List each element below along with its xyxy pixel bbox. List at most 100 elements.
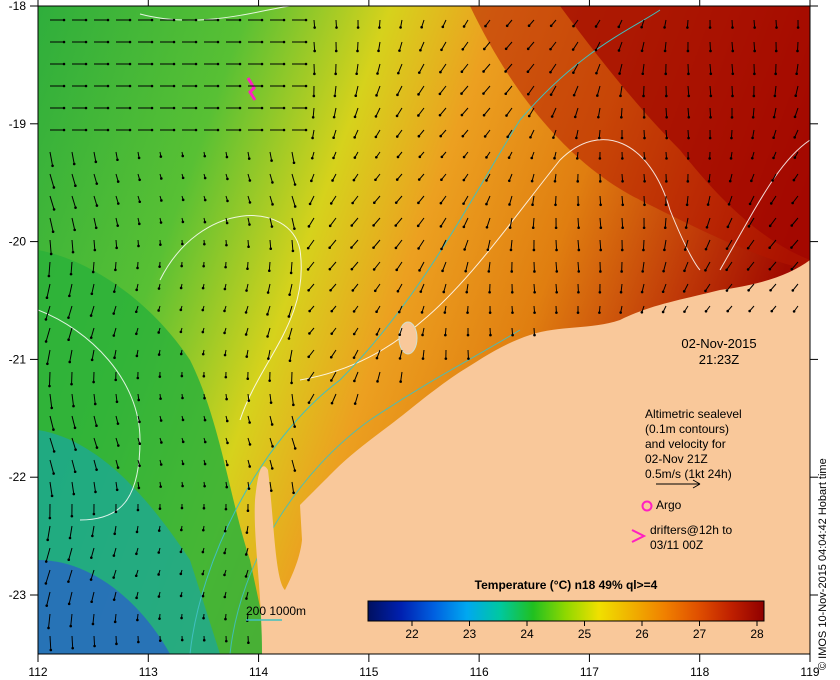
velocity-arrow bbox=[308, 371, 315, 381]
velocity-arrow-head bbox=[375, 333, 379, 336]
velocity-arrow-head bbox=[158, 507, 162, 510]
x-tick-label: 117 bbox=[580, 665, 599, 679]
velocity-arrow bbox=[269, 415, 273, 425]
velocity-arrow-head bbox=[52, 186, 56, 189]
velocity-arrow bbox=[599, 195, 602, 205]
x-tick-label: 116 bbox=[470, 665, 489, 679]
credit-text: © IMOS 10-Nov-2015 04:04:42 Hobart time bbox=[817, 458, 829, 670]
velocity-arrow-head bbox=[269, 247, 273, 251]
velocity-arrow bbox=[687, 129, 690, 139]
velocity-arrow-head bbox=[238, 62, 242, 66]
velocity-arrow bbox=[709, 41, 712, 51]
velocity-arrow-head bbox=[179, 352, 183, 356]
velocity-arrow-head bbox=[181, 418, 185, 422]
velocity-arrow-head bbox=[444, 333, 447, 337]
velocity-arrow bbox=[71, 437, 77, 450]
velocity-arrow-head bbox=[307, 288, 310, 292]
velocity-arrow-head bbox=[117, 444, 120, 447]
velocity-arrow bbox=[397, 63, 403, 74]
velocity-arrow-head bbox=[748, 309, 751, 313]
velocity-arrow bbox=[597, 107, 601, 118]
velocity-arrow-head bbox=[439, 134, 443, 138]
velocity-arrow bbox=[418, 63, 425, 73]
velocity-arrow bbox=[683, 283, 689, 292]
velocity-arrow-head bbox=[157, 309, 160, 312]
velocity-arrow bbox=[266, 305, 271, 315]
legend-line: and velocity for bbox=[645, 437, 726, 451]
velocity-arrow-head bbox=[172, 128, 176, 132]
velocity-arrow-head bbox=[330, 309, 334, 313]
velocity-arrow-head bbox=[248, 465, 252, 468]
velocity-arrow bbox=[621, 217, 624, 228]
velocity-arrow-head bbox=[329, 202, 333, 205]
velocity-arrow-head bbox=[462, 178, 466, 182]
velocity-arrow bbox=[532, 195, 535, 205]
velocity-arrow-head bbox=[68, 360, 72, 364]
velocity-arrow-head bbox=[180, 616, 183, 620]
velocity-arrow bbox=[377, 63, 381, 74]
velocity-arrow-head bbox=[181, 484, 184, 488]
velocity-arrow-head bbox=[663, 26, 666, 29]
velocity-arrow-head bbox=[114, 510, 118, 514]
velocity-arrow bbox=[791, 239, 799, 248]
velocity-arrow-head bbox=[597, 136, 601, 140]
velocity-arrow-head bbox=[201, 352, 205, 356]
velocity-arrow-head bbox=[202, 506, 206, 510]
velocity-arrow-head bbox=[172, 18, 176, 22]
velocity-arrow-head bbox=[417, 134, 421, 138]
velocity-arrow bbox=[71, 173, 76, 186]
velocity-arrow bbox=[355, 85, 359, 96]
velocity-arrow-head bbox=[772, 115, 776, 119]
velocity-arrow bbox=[71, 393, 74, 407]
velocity-arrow-head bbox=[293, 183, 297, 186]
velocity-arrow bbox=[420, 283, 425, 292]
velocity-arrow-head bbox=[790, 224, 794, 227]
velocity-arrow-head bbox=[353, 156, 357, 159]
velocity-arrow-head bbox=[150, 84, 154, 88]
velocity-arrow bbox=[115, 195, 119, 204]
velocity-arrow-head bbox=[135, 288, 138, 292]
velocity-arrow-head bbox=[643, 180, 646, 183]
velocity-arrow-head bbox=[751, 136, 754, 140]
velocity-arrow-head bbox=[642, 116, 646, 119]
velocity-arrow-head bbox=[223, 595, 227, 599]
velocity-arrow-head bbox=[572, 71, 575, 74]
velocity-arrow-head bbox=[203, 418, 207, 422]
velocity-arrow-head bbox=[510, 270, 514, 273]
velocity-arrow-head bbox=[575, 157, 579, 160]
velocity-arrow-head bbox=[159, 463, 163, 466]
velocity-arrow-head bbox=[549, 70, 552, 74]
velocity-arrow-head bbox=[439, 70, 442, 74]
velocity-arrow bbox=[439, 107, 447, 116]
velocity-arrow-head bbox=[460, 92, 463, 95]
velocity-arrow bbox=[620, 107, 623, 118]
velocity-arrow bbox=[49, 481, 53, 496]
velocity-arrow-head bbox=[138, 200, 142, 204]
velocity-arrow-head bbox=[223, 529, 227, 533]
velocity-arrow-head bbox=[439, 225, 443, 228]
velocity-arrow bbox=[769, 261, 777, 270]
velocity-arrow bbox=[551, 107, 557, 117]
velocity-arrow bbox=[90, 569, 95, 580]
velocity-arrow-head bbox=[533, 311, 536, 314]
velocity-arrow-head bbox=[201, 594, 205, 598]
velocity-arrow-head bbox=[552, 136, 555, 139]
velocity-arrow-head bbox=[705, 225, 709, 229]
velocity-arrow-head bbox=[225, 155, 229, 159]
velocity-arrow-head bbox=[683, 248, 687, 251]
velocity-arrow-head bbox=[526, 92, 530, 96]
velocity-arrow-head bbox=[704, 310, 708, 313]
velocity-arrow-head bbox=[729, 157, 733, 160]
velocity-arrow bbox=[532, 217, 535, 228]
velocity-arrow-head bbox=[181, 462, 185, 466]
velocity-arrow-head bbox=[267, 357, 270, 360]
colorbar-tick-label: 26 bbox=[635, 627, 649, 641]
velocity-arrow bbox=[642, 239, 645, 250]
velocity-arrow-head bbox=[73, 426, 77, 430]
velocity-arrow-head bbox=[462, 25, 466, 28]
velocity-arrow-head bbox=[181, 396, 184, 400]
velocity-arrow-head bbox=[684, 226, 688, 229]
velocity-arrow-head bbox=[329, 355, 333, 359]
velocity-arrow-head bbox=[106, 40, 110, 44]
velocity-arrow-head bbox=[84, 18, 88, 22]
